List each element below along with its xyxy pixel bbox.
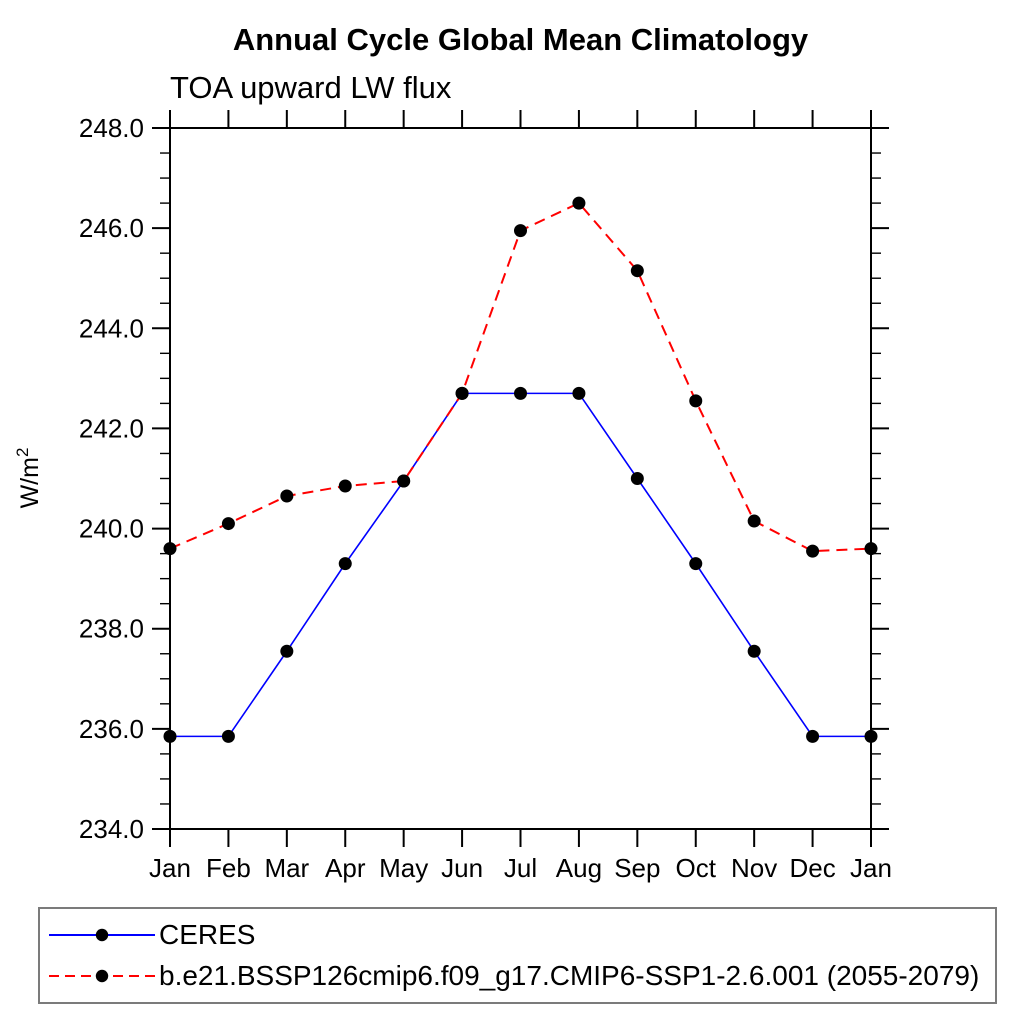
data-point bbox=[338, 479, 352, 493]
data-point bbox=[630, 472, 644, 485]
data-point bbox=[397, 474, 411, 488]
plot-svg: 234.0 236.0 238.0 240.0 242.0 244.0 246.0 248.0… bbox=[13, 110, 892, 883]
data-point bbox=[806, 729, 820, 743]
legend-line-sample-ceres bbox=[49, 929, 155, 942]
data-point bbox=[630, 264, 644, 278]
data-point bbox=[747, 644, 761, 658]
data-point bbox=[689, 557, 703, 571]
y-tick-label: 238.0 bbox=[79, 614, 144, 644]
x-tick-label: Sep bbox=[614, 853, 660, 883]
data-point bbox=[572, 196, 586, 210]
legend-label-model: b.e21.BSSP126cmip6.f09_g17.CMIP6-SSP1-2.… bbox=[159, 959, 980, 991]
series-line bbox=[170, 392, 871, 738]
legend-item-model: b.e21.BSSP126cmip6.f09_g17.CMIP6-SSP1-2.… bbox=[48, 959, 995, 991]
data-point bbox=[572, 386, 586, 400]
y-tick-label: 236.0 bbox=[79, 714, 144, 744]
x-tick-label: Dec bbox=[789, 853, 835, 883]
legend-item-ceres: CERES bbox=[48, 921, 995, 949]
data-point bbox=[221, 729, 235, 743]
legend: CERES b.e21.BSSP126cmip6.f09_g17.CMIP6-S… bbox=[38, 907, 997, 1004]
x-tick-label: Nov bbox=[731, 853, 777, 883]
y-tick-label: 246.0 bbox=[79, 213, 144, 243]
y-tick-label: 234.0 bbox=[79, 814, 144, 844]
plot-frame bbox=[169, 127, 872, 830]
x-tick-label: Aug bbox=[556, 853, 602, 883]
x-tick-label: May bbox=[379, 853, 428, 883]
data-point bbox=[689, 394, 703, 408]
y-tick-label: 248.0 bbox=[79, 113, 144, 143]
data-point bbox=[747, 514, 761, 528]
x-tick-label: Mar bbox=[264, 853, 309, 883]
data-point bbox=[806, 544, 820, 558]
legend-label-ceres: CERES bbox=[159, 919, 256, 951]
y-tick-label: 244.0 bbox=[79, 313, 144, 343]
y-tick-label: 242.0 bbox=[79, 413, 144, 443]
chart-subtitle: TOA upward LW flux bbox=[170, 70, 452, 105]
data-point bbox=[514, 224, 527, 238]
data-point bbox=[280, 644, 294, 658]
x-tick-label: Feb bbox=[206, 853, 251, 883]
data-point bbox=[455, 386, 469, 400]
x-tick-label: Jun bbox=[441, 853, 483, 883]
y-tick-label: 240.0 bbox=[79, 514, 144, 544]
x-tick-label: Jan bbox=[850, 853, 892, 883]
data-point bbox=[221, 517, 235, 531]
legend-line-sample-model bbox=[49, 969, 155, 982]
x-tick-label: Jan bbox=[149, 853, 191, 883]
legend-sample-marker-icon bbox=[95, 969, 109, 982]
series-line bbox=[169, 201, 872, 553]
data-point bbox=[280, 489, 294, 503]
data-point bbox=[338, 557, 352, 571]
data-point bbox=[514, 386, 527, 400]
y-axis-label: W/m2 bbox=[13, 448, 44, 509]
x-tick-label: Jul bbox=[504, 853, 537, 883]
x-tick-label: Apr bbox=[325, 853, 366, 883]
legend-sample-marker-icon bbox=[95, 929, 109, 942]
chart-title: Annual Cycle Global Mean Climatology bbox=[232, 22, 809, 57]
x-tick-label: Oct bbox=[676, 853, 717, 883]
